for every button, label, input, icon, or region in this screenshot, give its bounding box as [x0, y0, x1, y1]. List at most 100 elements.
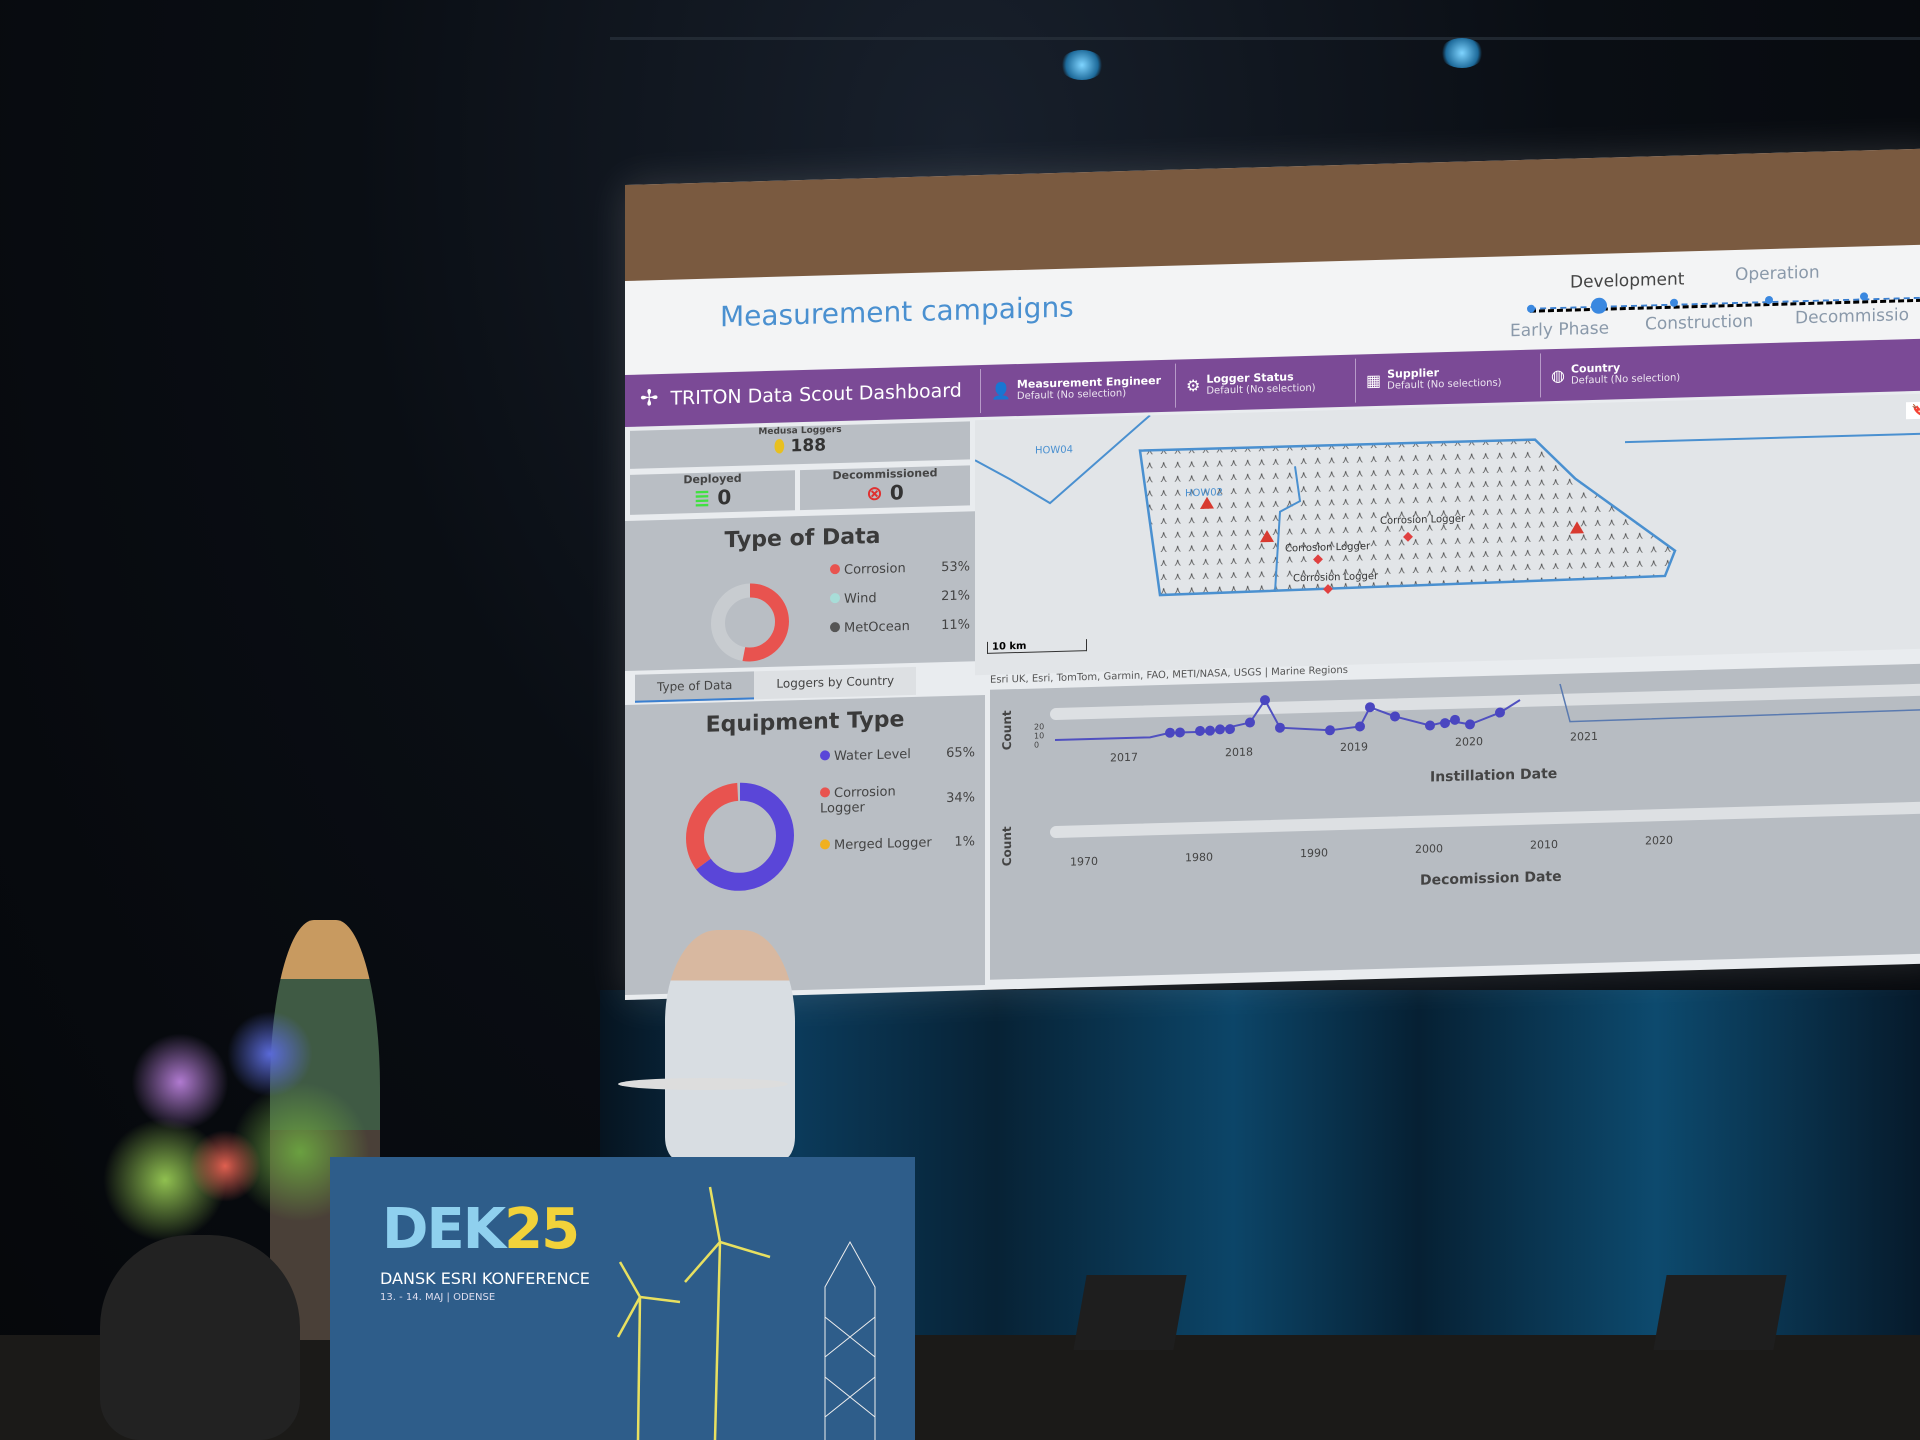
donut-slice-water-level: [686, 782, 794, 891]
series-line: [1055, 698, 1521, 741]
boundary-east: [1625, 432, 1920, 444]
tab-type-of-data[interactable]: Type of Data: [635, 671, 755, 703]
y-axis-label: Count: [1000, 826, 1014, 867]
phase-decommissioning[interactable]: Decommissio: [1795, 305, 1909, 329]
filter-country[interactable]: ◍ Country Default (No selection): [1540, 349, 1681, 398]
y-tick: 20: [1034, 722, 1045, 732]
equipment-type-legend: Water Level 65% Corrosion Logger 34% Merge…: [820, 745, 975, 867]
x-circle-icon: ⊗: [866, 480, 883, 506]
bookmark-icon[interactable]: 🔖: [1911, 403, 1920, 418]
equipment-type-donut: [686, 782, 794, 891]
map-label: Corrosion Logger: [1293, 571, 1379, 584]
legend-swatch: [830, 592, 840, 604]
x-tick: 2021: [1570, 729, 1598, 744]
x-tick: 2010: [1530, 837, 1558, 852]
series-line: [1559, 683, 1920, 723]
legend-swatch: [820, 750, 830, 761]
phase-construction[interactable]: Construction: [1645, 311, 1754, 335]
x-tick: 2019: [1340, 740, 1368, 755]
filter-value: Default (No selection): [1570, 372, 1681, 387]
map-graphics: ⋏ HOW04 HOW02 Corrosion Logger Corrosion…: [975, 414, 1920, 597]
kpi-deployed: Deployed ≣ 0: [630, 470, 795, 515]
corrosion-logger-marker: [1323, 584, 1333, 595]
map-label: Corrosion Logger: [1380, 514, 1466, 527]
stage-light: [1440, 38, 1484, 68]
phase-operation[interactable]: Operation: [1735, 262, 1820, 285]
boundary-how02-how01: [1138, 438, 1677, 597]
donut-slice-corrosion: [711, 583, 789, 662]
filter-logger-status[interactable]: ⚙ Logger Status Default (No selection): [1175, 359, 1316, 408]
y-tick: 10: [1034, 731, 1045, 741]
filter-value: Default (No selection): [1206, 382, 1316, 397]
x-tick: 1980: [1185, 850, 1213, 865]
x-tick: 2020: [1455, 735, 1483, 749]
filter-value: Default (No selections): [1387, 377, 1502, 392]
map-label: HOW02: [1185, 487, 1223, 499]
map-toolbar: 🔖 ☰: [1905, 401, 1920, 420]
warning-marker: [1260, 530, 1274, 543]
legend-item[interactable]: Corrosion 53%: [830, 559, 970, 578]
y-tick: 0: [1034, 740, 1040, 750]
x-axis-label: Decomission Date: [1420, 868, 1562, 889]
conference-date: 13. - 14. MAJ | ODENSE: [380, 1292, 496, 1303]
phase-early[interactable]: Early Phase: [1510, 318, 1610, 342]
x-tick: 2018: [1225, 745, 1253, 760]
kpi-medusa-loggers: Medusa Loggers ⬮ 188: [630, 421, 970, 469]
kpi-decommissioned: Decommissioned ⊗ 0: [800, 465, 970, 511]
series-points: [1165, 695, 1505, 738]
panel-title: Equipment Type: [705, 707, 905, 738]
x-tick: 2000: [1415, 842, 1443, 856]
phase-development[interactable]: Development: [1570, 269, 1685, 293]
globe-icon: ◍: [1551, 365, 1565, 385]
stage-light: [1060, 50, 1104, 80]
vase: [100, 1235, 300, 1440]
type-of-data-panel: Type of Data Corrosion 53% Wind 21% MetOce…: [625, 511, 980, 671]
legend-label: Wind: [844, 590, 877, 607]
lighting-truss: [610, 0, 1920, 40]
kpi-value: 0: [889, 480, 904, 505]
warning-marker: [1570, 521, 1584, 534]
wind-farm-map[interactable]: ⋏ HOW04 HOW02 Corrosion Logger Corrosion…: [975, 393, 1920, 676]
projection-screen: Measurement campaigns Development Operat…: [625, 148, 1920, 1001]
legend-item[interactable]: MetOcean 11%: [830, 617, 970, 636]
legend-label: Water Level: [834, 747, 911, 765]
corrosion-logger-marker: [1403, 531, 1413, 542]
x-tick: 2017: [1110, 750, 1138, 765]
map-label: HOW04: [1035, 444, 1073, 456]
installation-line-chart: [1055, 683, 1920, 741]
filter-supplier[interactable]: ▦ Supplier Default (No selections): [1355, 354, 1502, 403]
corrosion-logger-marker: [1313, 554, 1323, 565]
deployed-icon: ≣: [693, 485, 711, 511]
legend-item[interactable]: Corrosion Logger 34%: [820, 782, 975, 817]
logo-text: DEK: [382, 1197, 506, 1262]
logger-icon: ⬮: [773, 436, 785, 457]
legend-label: Corrosion Logger: [820, 784, 896, 817]
app-brand: ✢ TRITON Data Scout Dashboard: [640, 378, 962, 412]
person-icon: 👤: [991, 380, 1011, 401]
x-tick: 1990: [1300, 846, 1328, 861]
logo-number: 25: [504, 1197, 580, 1262]
phase-dot-active[interactable]: [1591, 297, 1607, 315]
equipment-type-panel: Equipment Type Water Level 65% Corrosion …: [625, 694, 985, 995]
legend-item[interactable]: Merged Logger 1%: [820, 834, 975, 853]
legend-label: Corrosion: [844, 561, 906, 578]
legend-value: 34%: [946, 789, 975, 806]
legend-value: 1%: [954, 834, 975, 850]
legend-item[interactable]: Wind 21%: [830, 588, 970, 607]
wind-turbine-illustration: [616, 1186, 876, 1440]
wind-turbine-logo-icon: ✢: [640, 386, 659, 412]
boundary-internal: [1274, 466, 1302, 592]
timeline-charts: Count 2017 2018 2019 2020 2021 20 10 0 Ins…: [990, 663, 1920, 980]
x-tick: 1970: [1070, 854, 1098, 869]
x-tick: 2020: [1645, 833, 1673, 848]
legend-value: 53%: [941, 559, 970, 576]
filter-measurement-engineer[interactable]: 👤 Measurement Engineer Default (No select…: [980, 364, 1162, 414]
legend-item[interactable]: Water Level 65%: [820, 745, 975, 764]
conference-name: DANSK ESRI KONFERENCE: [380, 1269, 590, 1288]
app-title: TRITON Data Scout Dashboard: [670, 379, 962, 410]
lectern-table: [618, 1078, 788, 1090]
tab-loggers-by-country[interactable]: Loggers by Country: [754, 666, 917, 700]
warning-marker: [1200, 496, 1214, 509]
stage-monitor-speaker: [1073, 1275, 1187, 1350]
range-slider[interactable]: [1050, 801, 1920, 839]
